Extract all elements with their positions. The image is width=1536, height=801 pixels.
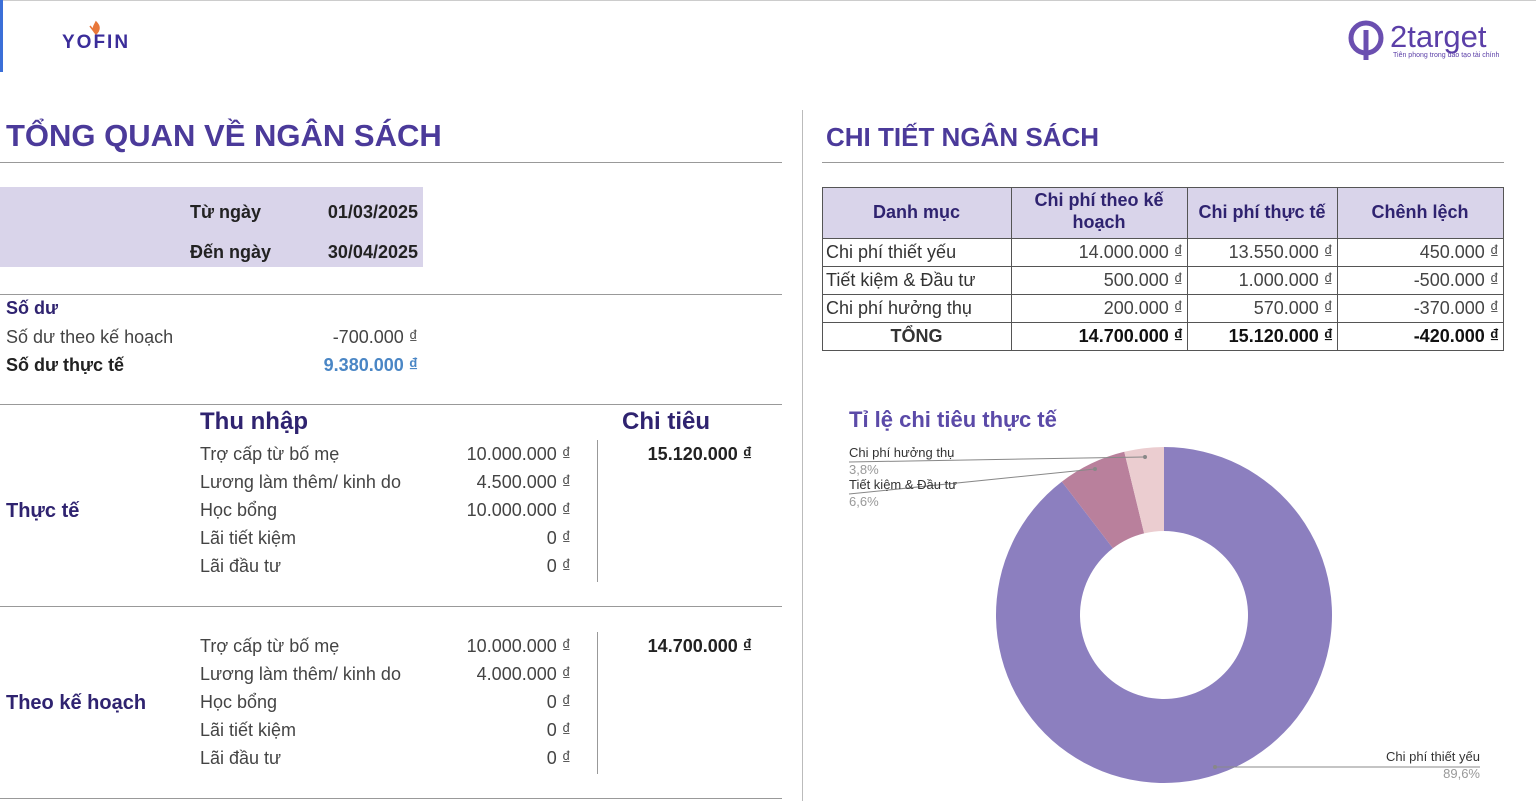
divider — [0, 162, 782, 163]
income-amount: 10.000.000 ₫ — [466, 500, 571, 520]
slice-value-label: 3,8% — [849, 462, 879, 477]
section-title: CHI TIẾT NGÂN SÁCH — [826, 122, 1099, 152]
income-amount: 10.000.000 ₫ — [466, 444, 571, 464]
date-box — [0, 187, 423, 267]
row-value: 1.000.000 ₫ — [1238, 270, 1333, 290]
expense-total: 15.120.000 ₫ — [647, 444, 752, 464]
divider — [0, 798, 782, 799]
divider — [822, 162, 1504, 163]
income-amount: 0 ₫ — [546, 748, 571, 768]
date-label: Từ ngày — [190, 202, 262, 222]
column-header: Chênh lệch — [1371, 202, 1469, 222]
row-value: -500.000 ₫ — [1413, 270, 1499, 290]
donut-slice — [1124, 447, 1164, 534]
logo-2target: 2target — [1390, 19, 1487, 54]
logo-yofin: YOFIN — [62, 32, 131, 53]
row-label: Chi phí hưởng thụ — [826, 298, 972, 318]
slice-value-label: 89,6% — [1443, 766, 1480, 781]
row-value: 450.000 ₫ — [1419, 242, 1499, 262]
balance-label: Số dư thực tế — [6, 355, 125, 375]
row-value: 570.000 ₫ — [1253, 298, 1333, 318]
total-label: TỔNG — [890, 326, 943, 346]
logo-2target-icon — [1348, 20, 1384, 60]
leader-dot — [1093, 467, 1097, 471]
column-header: Danh mục — [872, 202, 960, 222]
top-border — [0, 0, 1536, 1]
income-amount: 0 ₫ — [546, 556, 571, 576]
balance-heading: Số dư — [6, 298, 59, 318]
balance-value: -700.000 ₫ — [332, 327, 418, 347]
row-label: Chi phí thiết yếu — [826, 242, 957, 262]
row-value: 500.000 ₫ — [1103, 270, 1183, 290]
total-value: -420.000 ₫ — [1413, 326, 1499, 346]
separator — [597, 632, 598, 774]
expense-total: 14.700.000 ₫ — [647, 636, 752, 656]
logo-flame — [89, 20, 100, 36]
divider — [0, 606, 782, 607]
expense-heading: Chi tiêu — [622, 408, 710, 435]
table-cell — [1337, 322, 1504, 351]
income-name: Lãi tiết kiệm — [200, 720, 297, 740]
separator — [597, 440, 598, 582]
column-header: Chi phí thực tế — [1198, 202, 1326, 222]
total-value: 15.120.000 ₫ — [1228, 326, 1333, 346]
income-name: Trợ cấp từ bố mẹ — [200, 444, 340, 464]
income-name: Trợ cấp từ bố mẹ — [200, 636, 340, 656]
leader-dot — [1143, 455, 1147, 459]
group-label: Thực tế — [6, 500, 80, 522]
slice-label: Tiết kiệm & Đầu tư — [849, 477, 957, 492]
income-name: Học bổng — [200, 500, 278, 520]
balance-label: Số dư theo kế hoạch — [6, 327, 174, 347]
row-value: 14.000.000 ₫ — [1078, 242, 1183, 262]
income-name: Lương làm thêm/ kinh do — [200, 664, 401, 684]
income-name: Lương làm thêm/ kinh do — [200, 472, 401, 492]
income-name: Lãi tiết kiệm — [200, 528, 297, 548]
income-amount: 0 ₫ — [546, 528, 571, 548]
income-heading: Thu nhập — [200, 408, 308, 435]
income-amount: 10.000.000 ₫ — [466, 636, 571, 656]
date-value: 30/04/2025 — [327, 242, 418, 262]
row-value: 200.000 ₫ — [1103, 298, 1183, 318]
donut-slice — [996, 447, 1332, 783]
slice-label: Chi phí thiết yếu — [1386, 749, 1480, 764]
balance-value: 9.380.000 ₫ — [323, 355, 418, 375]
income-name: Học bổng — [200, 692, 278, 712]
chart-title: Tỉ lệ chi tiêu thực tế — [849, 407, 1057, 432]
row-value: 13.550.000 ₫ — [1228, 242, 1333, 262]
income-amount: 0 ₫ — [546, 692, 571, 712]
leader-line — [848, 456, 1146, 463]
donut-slice — [1061, 451, 1145, 549]
income-name: Lãi đầu tư — [200, 556, 282, 576]
income-name: Lãi đầu tư — [200, 748, 282, 768]
leader-dot — [1213, 765, 1217, 769]
group-label: Theo kế hoạch — [6, 692, 147, 714]
column-divider — [802, 110, 803, 801]
divider — [0, 404, 782, 405]
column-header: Chi phí theo kế hoạch — [1034, 190, 1164, 232]
total-value: 14.700.000 ₫ — [1078, 326, 1183, 346]
slice-value-label: 6,6% — [849, 494, 879, 509]
slice-label: Chi phí hưởng thụ — [849, 445, 955, 460]
divider — [0, 294, 782, 295]
row-label: Tiết kiệm & Đầu tư — [826, 270, 976, 290]
row-value: -370.000 ₫ — [1413, 298, 1499, 318]
income-amount: 0 ₫ — [546, 720, 571, 740]
tagline: Tiên phong trong đào tạo tài chính — [1393, 52, 1500, 59]
income-amount: 4.000.000 ₫ — [476, 664, 571, 684]
accent-bar — [0, 0, 3, 72]
date-label: Đến ngày — [190, 242, 272, 262]
section-title: TỔNG QUAN VỀ NGÂN SÁCH — [6, 118, 442, 153]
leader-line — [848, 468, 1096, 495]
date-value: 01/03/2025 — [327, 202, 418, 222]
income-amount: 4.500.000 ₫ — [476, 472, 571, 492]
